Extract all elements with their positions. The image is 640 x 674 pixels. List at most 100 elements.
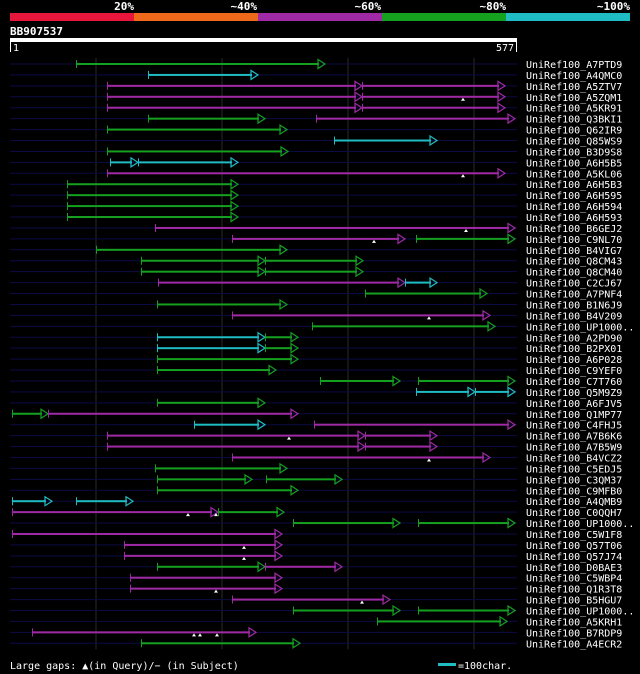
hit-row[interactable]: UniRef100_C5EDJ5: [10, 462, 622, 476]
hit-row[interactable]: UniRef100_B4VCZ2: [10, 451, 622, 465]
hit-row[interactable]: UniRef100_UP1000..: [10, 320, 634, 334]
hit-row[interactable]: UniRef100_Q62IR9: [10, 123, 622, 137]
hit-label[interactable]: UniRef100_C9MFB0: [526, 486, 622, 497]
hit-label[interactable]: UniRef100_B3D9S8: [526, 147, 622, 158]
hit-row[interactable]: UniRef100_B2PX01: [10, 342, 622, 356]
hit-label[interactable]: UniRef100_C9NL70: [526, 235, 622, 246]
hit-label[interactable]: UniRef100_UP1000..: [526, 607, 634, 618]
hit-label[interactable]: UniRef100_A5ZQM1: [526, 93, 622, 104]
hit-row[interactable]: UniRef100_A7B6K6: [10, 430, 622, 443]
hit-label[interactable]: UniRef100_C7T760: [526, 377, 622, 388]
hit-row[interactable]: UniRef100_C5WBP4: [10, 572, 622, 585]
hit-row[interactable]: UniRef100_Q5M9Z9: [10, 386, 622, 399]
hit-row[interactable]: UniRef100_C9YEF0: [10, 364, 622, 378]
hit-label[interactable]: UniRef100_C9YEF0: [526, 366, 622, 377]
hit-label[interactable]: UniRef100_A7B6K6: [526, 432, 622, 443]
hit-row[interactable]: UniRef100_Q3BKI1: [10, 113, 622, 126]
hit-row[interactable]: UniRef100_A5KL06: [10, 167, 622, 181]
hit-label[interactable]: UniRef100_A6H594: [526, 202, 622, 213]
hit-row[interactable]: UniRef100_Q85WS9: [10, 134, 622, 148]
hit-row[interactable]: UniRef100_Q1R3T8: [10, 583, 622, 596]
hit-label[interactable]: UniRef100_B1N6J9: [526, 300, 622, 311]
hit-label[interactable]: UniRef100_Q8CM40: [526, 268, 622, 279]
hit-label[interactable]: UniRef100_C5WBP4: [526, 574, 622, 585]
hit-label[interactable]: UniRef100_A6H5B5: [526, 158, 622, 169]
hit-label[interactable]: UniRef100_A7B5W9: [526, 443, 622, 454]
hit-label[interactable]: UniRef100_Q5M9Z9: [526, 388, 622, 399]
hit-label[interactable]: UniRef100_B6GEJ2: [526, 224, 622, 235]
hit-row[interactable]: UniRef100_C3QM37: [10, 473, 622, 487]
hit-row[interactable]: UniRef100_A7B5W9: [10, 440, 622, 454]
hit-label[interactable]: UniRef100_A5KL06: [526, 169, 622, 180]
hit-row[interactable]: UniRef100_C5W1F8: [10, 528, 622, 541]
hit-label[interactable]: UniRef100_Q57T06: [526, 541, 622, 552]
hit-row[interactable]: UniRef100_B1N6J9: [10, 298, 622, 312]
hit-row[interactable]: UniRef100_UP1000..: [10, 517, 634, 531]
hit-row[interactable]: UniRef100_D0BAE3: [10, 561, 622, 574]
hit-row[interactable]: UniRef100_A6H593: [10, 211, 622, 225]
hit-row[interactable]: UniRef100_Q8CM43: [10, 255, 622, 268]
hit-label[interactable]: UniRef100_A4QMB9: [526, 497, 622, 508]
hit-label[interactable]: UniRef100_Q8CM43: [526, 257, 622, 268]
hit-row[interactable]: UniRef100_A6H594: [10, 200, 622, 214]
hit-label[interactable]: UniRef100_A6P028: [526, 355, 622, 366]
hit-row[interactable]: UniRef100_C4FHJ5: [10, 419, 622, 432]
hit-row[interactable]: UniRef100_B4V209: [10, 309, 622, 323]
hit-label[interactable]: UniRef100_UP1000..: [526, 322, 634, 333]
hit-row[interactable]: UniRef100_B5HGU7: [10, 593, 622, 607]
hit-label[interactable]: UniRef100_A6H5B3: [526, 180, 622, 191]
hit-row[interactable]: UniRef100_B7RDP9: [10, 626, 622, 640]
hit-label[interactable]: UniRef100_Q57J74: [526, 552, 622, 563]
hit-label[interactable]: UniRef100_C4FHJ5: [526, 421, 622, 432]
hit-row[interactable]: UniRef100_A7PTD9: [10, 58, 622, 72]
hit-label[interactable]: UniRef100_A6H595: [526, 191, 622, 202]
hit-row[interactable]: UniRef100_A6H5B5: [10, 156, 622, 170]
hit-row[interactable]: UniRef100_B6GEJ2: [10, 222, 622, 235]
hit-label[interactable]: UniRef100_A5KR91: [526, 104, 622, 115]
hit-row[interactable]: UniRef100_Q57J74: [10, 550, 622, 563]
hit-row[interactable]: UniRef100_C0QQH7: [10, 506, 622, 520]
hit-row[interactable]: UniRef100_A6P028: [10, 353, 622, 367]
hit-row[interactable]: UniRef100_A4QMB9: [10, 495, 622, 509]
hit-label[interactable]: UniRef100_A5KRH1: [526, 617, 622, 628]
hit-label[interactable]: UniRef100_A6FJV5: [526, 399, 622, 410]
hit-row[interactable]: UniRef100_B3D9S8: [10, 145, 622, 159]
hit-label[interactable]: UniRef100_B4V209: [526, 311, 622, 322]
hit-row[interactable]: UniRef100_C9MFB0: [10, 484, 622, 498]
hit-row[interactable]: UniRef100_A6H595: [10, 189, 622, 203]
hit-row[interactable]: UniRef100_C2CJ67: [10, 277, 622, 290]
hit-row[interactable]: UniRef100_Q8CM40: [10, 266, 622, 279]
hit-row[interactable]: UniRef100_B4VIG7: [10, 244, 622, 257]
hit-label[interactable]: UniRef100_B4VCZ2: [526, 453, 622, 464]
hit-label[interactable]: UniRef100_B2PX01: [526, 344, 622, 355]
hit-row[interactable]: UniRef100_A5ZTV7: [10, 80, 622, 93]
hit-row[interactable]: UniRef100_UP1000..: [10, 604, 634, 618]
hit-label[interactable]: UniRef100_A5ZTV7: [526, 82, 622, 93]
hit-row[interactable]: UniRef100_C9NL70: [10, 233, 622, 246]
hit-label[interactable]: UniRef100_Q1MP77: [526, 410, 622, 421]
hit-row[interactable]: UniRef100_C7T760: [10, 375, 622, 388]
hit-row[interactable]: UniRef100_Q1MP77: [10, 408, 622, 421]
hit-label[interactable]: UniRef100_A4ECR2: [526, 639, 622, 650]
hit-row[interactable]: UniRef100_Q57T06: [10, 539, 622, 552]
hit-row[interactable]: UniRef100_A7PNF4: [10, 287, 622, 301]
hit-label[interactable]: UniRef100_UP1000..: [526, 519, 634, 530]
hit-label[interactable]: UniRef100_Q85WS9: [526, 137, 622, 148]
hit-label[interactable]: UniRef100_A6H593: [526, 213, 622, 224]
hit-label[interactable]: UniRef100_A7PNF4: [526, 290, 622, 301]
hit-row[interactable]: UniRef100_A2PD90: [10, 331, 622, 345]
hit-label[interactable]: UniRef100_C5EDJ5: [526, 464, 622, 475]
hit-row[interactable]: UniRef100_A4ECR2: [10, 637, 622, 651]
hit-label[interactable]: UniRef100_C0QQH7: [526, 508, 622, 519]
hit-label[interactable]: UniRef100_Q62IR9: [526, 126, 622, 137]
hit-label[interactable]: UniRef100_A7PTD9: [526, 60, 622, 71]
hit-label[interactable]: UniRef100_B4VIG7: [526, 246, 622, 257]
hit-row[interactable]: UniRef100_A5KRH1: [10, 615, 622, 629]
hit-label[interactable]: UniRef100_C2CJ67: [526, 279, 622, 290]
hit-row[interactable]: UniRef100_A5ZQM1: [10, 91, 622, 104]
hit-label[interactable]: UniRef100_C3QM37: [526, 475, 622, 486]
hit-row[interactable]: UniRef100_A6H5B3: [10, 178, 622, 192]
hit-label[interactable]: UniRef100_A2PD90: [526, 333, 622, 344]
hit-row[interactable]: UniRef100_A5KR91: [10, 102, 622, 115]
hit-label[interactable]: UniRef100_C5W1F8: [526, 530, 622, 541]
